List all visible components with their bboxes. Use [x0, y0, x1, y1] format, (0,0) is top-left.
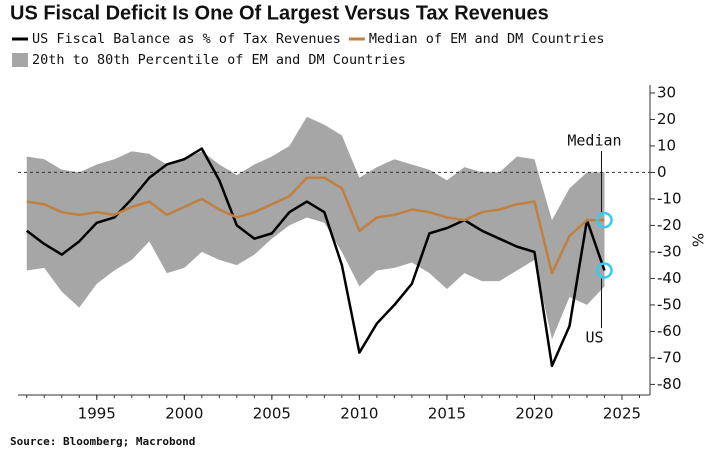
y-axis-label: % — [689, 233, 704, 247]
y-tick-label: -20 — [657, 216, 682, 234]
y-tick-label: -10 — [657, 189, 682, 207]
legend-label: Median of EM and DM Countries — [369, 31, 605, 47]
source: Source: Bloomberg; Macrobond — [10, 435, 195, 448]
x-tick-label: 2010 — [340, 405, 378, 423]
legend-swatch — [12, 53, 28, 67]
y-tick-label: 10 — [657, 136, 676, 154]
legend-label: 20th to 80th Percentile of EM and DM Cou… — [32, 52, 406, 68]
x-tick-label: 2015 — [428, 405, 466, 423]
y-tick-label: -80 — [657, 375, 682, 393]
y-tick-label: 0 — [657, 163, 667, 181]
y-tick-label: 20 — [657, 110, 676, 128]
y-tick-label: -30 — [657, 242, 682, 260]
series-line — [25, 147, 606, 368]
y-tick-label: 30 — [657, 83, 676, 101]
y-tick-label: -50 — [657, 295, 682, 313]
y-tick-label: -60 — [657, 322, 682, 340]
highlight-marker — [596, 211, 613, 229]
x-tick-label: 1995 — [78, 405, 116, 423]
highlight-marker — [596, 262, 613, 279]
annotation: Median — [567, 132, 621, 150]
x-tick-label: 2025 — [603, 405, 641, 423]
percentile-band — [26, 116, 605, 340]
series-line — [26, 176, 605, 275]
y-tick-label: -40 — [657, 269, 682, 287]
x-tick-label: 2005 — [253, 405, 291, 423]
annotation: US — [585, 329, 603, 347]
chart-title: US Fiscal Deficit Is One Of Largest Vers… — [10, 2, 549, 24]
x-tick-label: 2000 — [165, 405, 203, 423]
x-tick-label: 2020 — [515, 405, 553, 423]
legend-label: US Fiscal Balance as % of Tax Revenues — [32, 31, 341, 47]
y-tick-label: -70 — [657, 348, 682, 366]
